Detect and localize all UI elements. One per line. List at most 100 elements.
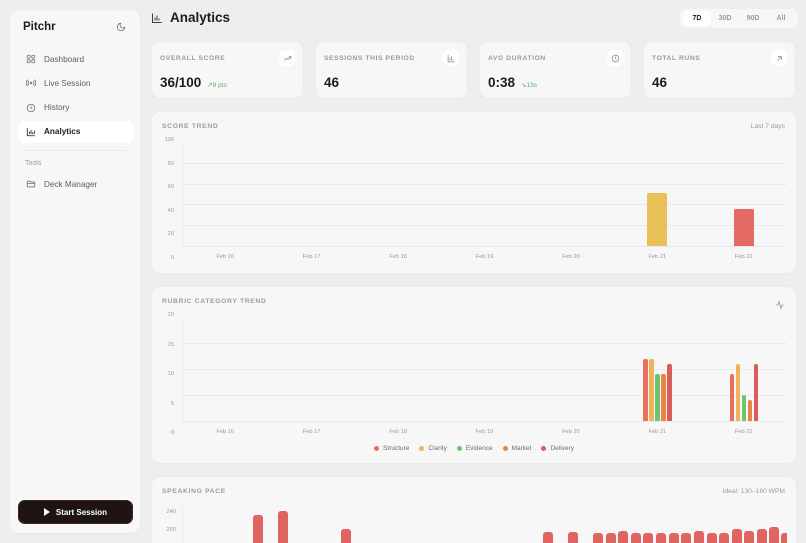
- pace-bar[interactable]: [768, 526, 779, 543]
- card-title: SPEAKING PACE: [162, 488, 226, 495]
- sidebar-item-label: Dashboard: [44, 54, 85, 64]
- rubric-bar-market[interactable]: [661, 374, 666, 421]
- legend-item-evidence[interactable]: Evidence: [456, 445, 493, 452]
- legend-item-delivery[interactable]: Delivery: [541, 445, 574, 452]
- y-tick-label: 20: [167, 312, 174, 318]
- pace-bar[interactable]: [756, 528, 767, 543]
- activity-icon: [775, 297, 785, 310]
- sidebar-item-label: History: [44, 103, 70, 113]
- y-tick-label: 0: [170, 255, 174, 261]
- tools-section-label: Tools: [25, 160, 42, 167]
- gridline: [182, 204, 787, 206]
- score-bar[interactable]: [647, 192, 668, 246]
- pace-bar[interactable]: [630, 532, 641, 543]
- rubric-bar-delivery[interactable]: [667, 363, 672, 421]
- sidebar-item-live-session[interactable]: Live Session: [18, 72, 134, 94]
- folder-icon: [26, 179, 36, 189]
- legend-item-structure[interactable]: Structure: [374, 445, 409, 452]
- stat-value: 46: [652, 75, 667, 90]
- broadcast-icon: [26, 78, 36, 88]
- x-tick-label: Feb 20: [562, 429, 580, 435]
- start-session-label: Start Session: [55, 507, 108, 517]
- y-tick-label: 200: [166, 527, 177, 533]
- gridline: [182, 395, 787, 396]
- y-tick-label: 20: [167, 231, 174, 238]
- stat-card-overall-score: OVERALL SCORE 36/100 ↗8 pts: [151, 41, 304, 99]
- pace-bar[interactable]: [781, 532, 787, 543]
- legend-item-market[interactable]: Market: [502, 445, 531, 452]
- rubric-bar-evidence[interactable]: [741, 395, 747, 421]
- rubric-bar-delivery[interactable]: [753, 363, 759, 421]
- play-icon: [43, 508, 50, 516]
- x-tick-label: Feb 17: [302, 429, 321, 435]
- sidebar-item-dashboard[interactable]: Dashboard: [18, 48, 134, 70]
- pace-bar[interactable]: [618, 531, 629, 543]
- score-trend-plot: [182, 142, 787, 247]
- range-7d[interactable]: 7D: [683, 11, 711, 26]
- stat-label: OVERALL SCORE: [160, 55, 226, 62]
- legend-item-clarity[interactable]: Clarity: [419, 445, 447, 452]
- card-note: Last 7 days: [750, 123, 785, 130]
- speaking-pace-plot: [182, 497, 787, 543]
- page-title-text: Analytics: [170, 10, 231, 25]
- rubric-bar-structure[interactable]: [643, 358, 648, 421]
- pace-bar[interactable]: [655, 532, 666, 543]
- legend-label: Evidence: [465, 445, 493, 452]
- stat-value-text: 36/100: [160, 75, 202, 90]
- stat-label: SESSIONS THIS PERIOD: [324, 55, 415, 62]
- x-tick-label: Feb 22: [734, 254, 753, 260]
- stat-label: AVG DURATION: [488, 55, 546, 62]
- pace-bar[interactable]: [253, 515, 264, 543]
- rubric-bar-structure[interactable]: [729, 374, 735, 421]
- y-tick-label: 240: [166, 509, 177, 515]
- y-tick-label: 60: [167, 184, 174, 191]
- moon-icon[interactable]: [114, 20, 128, 34]
- pace-bar[interactable]: [592, 532, 603, 543]
- x-tick-label: Feb 19: [475, 254, 494, 260]
- stat-card-total-runs: TOTAL RUNS 46: [643, 41, 796, 99]
- rubric-bar-market[interactable]: [747, 400, 753, 421]
- legend-dot: [456, 446, 462, 451]
- pace-bar[interactable]: [278, 511, 289, 543]
- bar-chart-icon: [443, 50, 459, 66]
- pace-bar[interactable]: [681, 532, 692, 543]
- gridline: [182, 183, 787, 185]
- gridline: [182, 225, 787, 227]
- bar-chart-icon: [26, 127, 36, 137]
- start-session-button[interactable]: Start Session: [18, 500, 133, 524]
- gridline: [182, 369, 787, 370]
- clock-icon: [607, 50, 623, 66]
- pace-bar[interactable]: [341, 528, 352, 543]
- pace-bar[interactable]: [605, 532, 616, 543]
- sidebar-nav: Dashboard Live Session History Analytics: [18, 48, 134, 145]
- arrow-up-right-icon: [771, 50, 787, 66]
- pace-bar[interactable]: [744, 530, 755, 543]
- sidebar-item-history[interactable]: History: [18, 97, 134, 119]
- stat-card-sessions: SESSIONS THIS PERIOD 46: [315, 41, 468, 99]
- range-all[interactable]: All: [776, 15, 786, 22]
- rubric-bar-clarity[interactable]: [649, 358, 654, 421]
- stat-card-avg-duration: AVG DURATION 0:38 ↘13s: [479, 41, 632, 99]
- bar-chart-icon: [151, 12, 163, 24]
- rubric-bar-evidence[interactable]: [655, 374, 660, 421]
- range-90d[interactable]: 90D: [746, 15, 760, 22]
- pace-bar[interactable]: [567, 531, 578, 543]
- legend-label: Clarity: [428, 445, 447, 452]
- rubric-bar-clarity[interactable]: [735, 363, 741, 421]
- pace-bar[interactable]: [731, 528, 742, 543]
- pace-bar[interactable]: [643, 532, 654, 543]
- rubric-trend-plot: [182, 317, 787, 422]
- pace-bar[interactable]: [693, 531, 704, 543]
- sidebar-item-deck-manager[interactable]: Deck Manager: [18, 173, 134, 195]
- range-30d[interactable]: 30D: [718, 15, 732, 22]
- time-range-selector: 7D 30D 90D All: [680, 9, 798, 28]
- pace-bar[interactable]: [543, 531, 554, 543]
- x-tick-label: Feb 19: [475, 429, 494, 435]
- score-bar[interactable]: [733, 208, 754, 246]
- app-logo: Pitchr: [23, 21, 56, 33]
- pace-bar[interactable]: [719, 532, 730, 543]
- pace-bar[interactable]: [668, 532, 679, 543]
- x-tick-label: Feb 18: [389, 254, 407, 260]
- sidebar-item-analytics[interactable]: Analytics: [18, 120, 134, 143]
- pace-bar[interactable]: [706, 532, 717, 543]
